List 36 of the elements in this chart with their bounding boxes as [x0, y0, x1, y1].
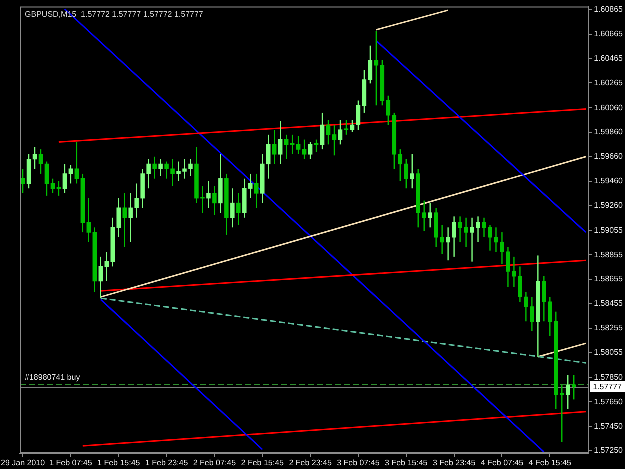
y-tick-label: 1.57250 — [594, 446, 624, 456]
y-tick-label: 1.58655 — [594, 274, 624, 284]
y-tick-label: 1.57850 — [594, 372, 624, 382]
x-tick-label: 4 Feb 15:45 — [528, 458, 572, 468]
candlestick — [428, 203, 432, 228]
x-tick-label: 1 Feb 23:45 — [145, 458, 189, 468]
x-tick-label: 29 Jan 2010 — [1, 458, 46, 468]
y-tick-label: 1.59860 — [594, 128, 624, 137]
x-tick-label: 3 Feb 23:45 — [432, 458, 476, 468]
y-tick-label: 1.59055 — [594, 226, 624, 235]
y-tick-label: 1.60465 — [594, 54, 624, 63]
x-tick-label: 2 Feb 15:45 — [241, 458, 285, 468]
x-tick-label: 2 Feb 23:45 — [289, 458, 332, 468]
y-tick-label: 1.60665 — [594, 29, 624, 38]
y-tick-label: 1.59460 — [594, 176, 624, 186]
candlestick — [206, 181, 211, 208]
y-tick-label: 1.57650 — [594, 397, 624, 406]
y-tick-label: 1.60265 — [594, 78, 624, 88]
x-tick-label: 2 Feb 07:45 — [193, 458, 237, 468]
candlestick — [152, 156, 157, 179]
y-tick-label: 1.60060 — [594, 103, 624, 112]
y-tick-label: 1.58455 — [594, 299, 624, 308]
y-tick-label: 1.58055 — [594, 348, 624, 357]
x-tick-label: 1 Feb 15:45 — [98, 458, 141, 468]
ref-line-label: 1.57777 — [593, 382, 623, 392]
y-tick-label: 1.58255 — [594, 324, 624, 333]
y-tick-label: 1.59660 — [594, 152, 624, 162]
y-tick-label: 1.59260 — [594, 200, 624, 210]
x-tick-label: 4 Feb 07:45 — [480, 458, 524, 468]
x-tick-label: 3 Feb 07:45 — [337, 458, 380, 468]
ref-line-label: #18980741 buy — [25, 373, 80, 382]
y-tick-label: 1.57450 — [594, 422, 624, 431]
x-tick-label: 3 Feb 15:45 — [385, 458, 428, 468]
y-tick-label: 1.58855 — [594, 250, 624, 260]
y-tick-label: 1.60865 — [594, 5, 624, 14]
x-tick-label: 1 Feb 07:45 — [50, 458, 93, 468]
